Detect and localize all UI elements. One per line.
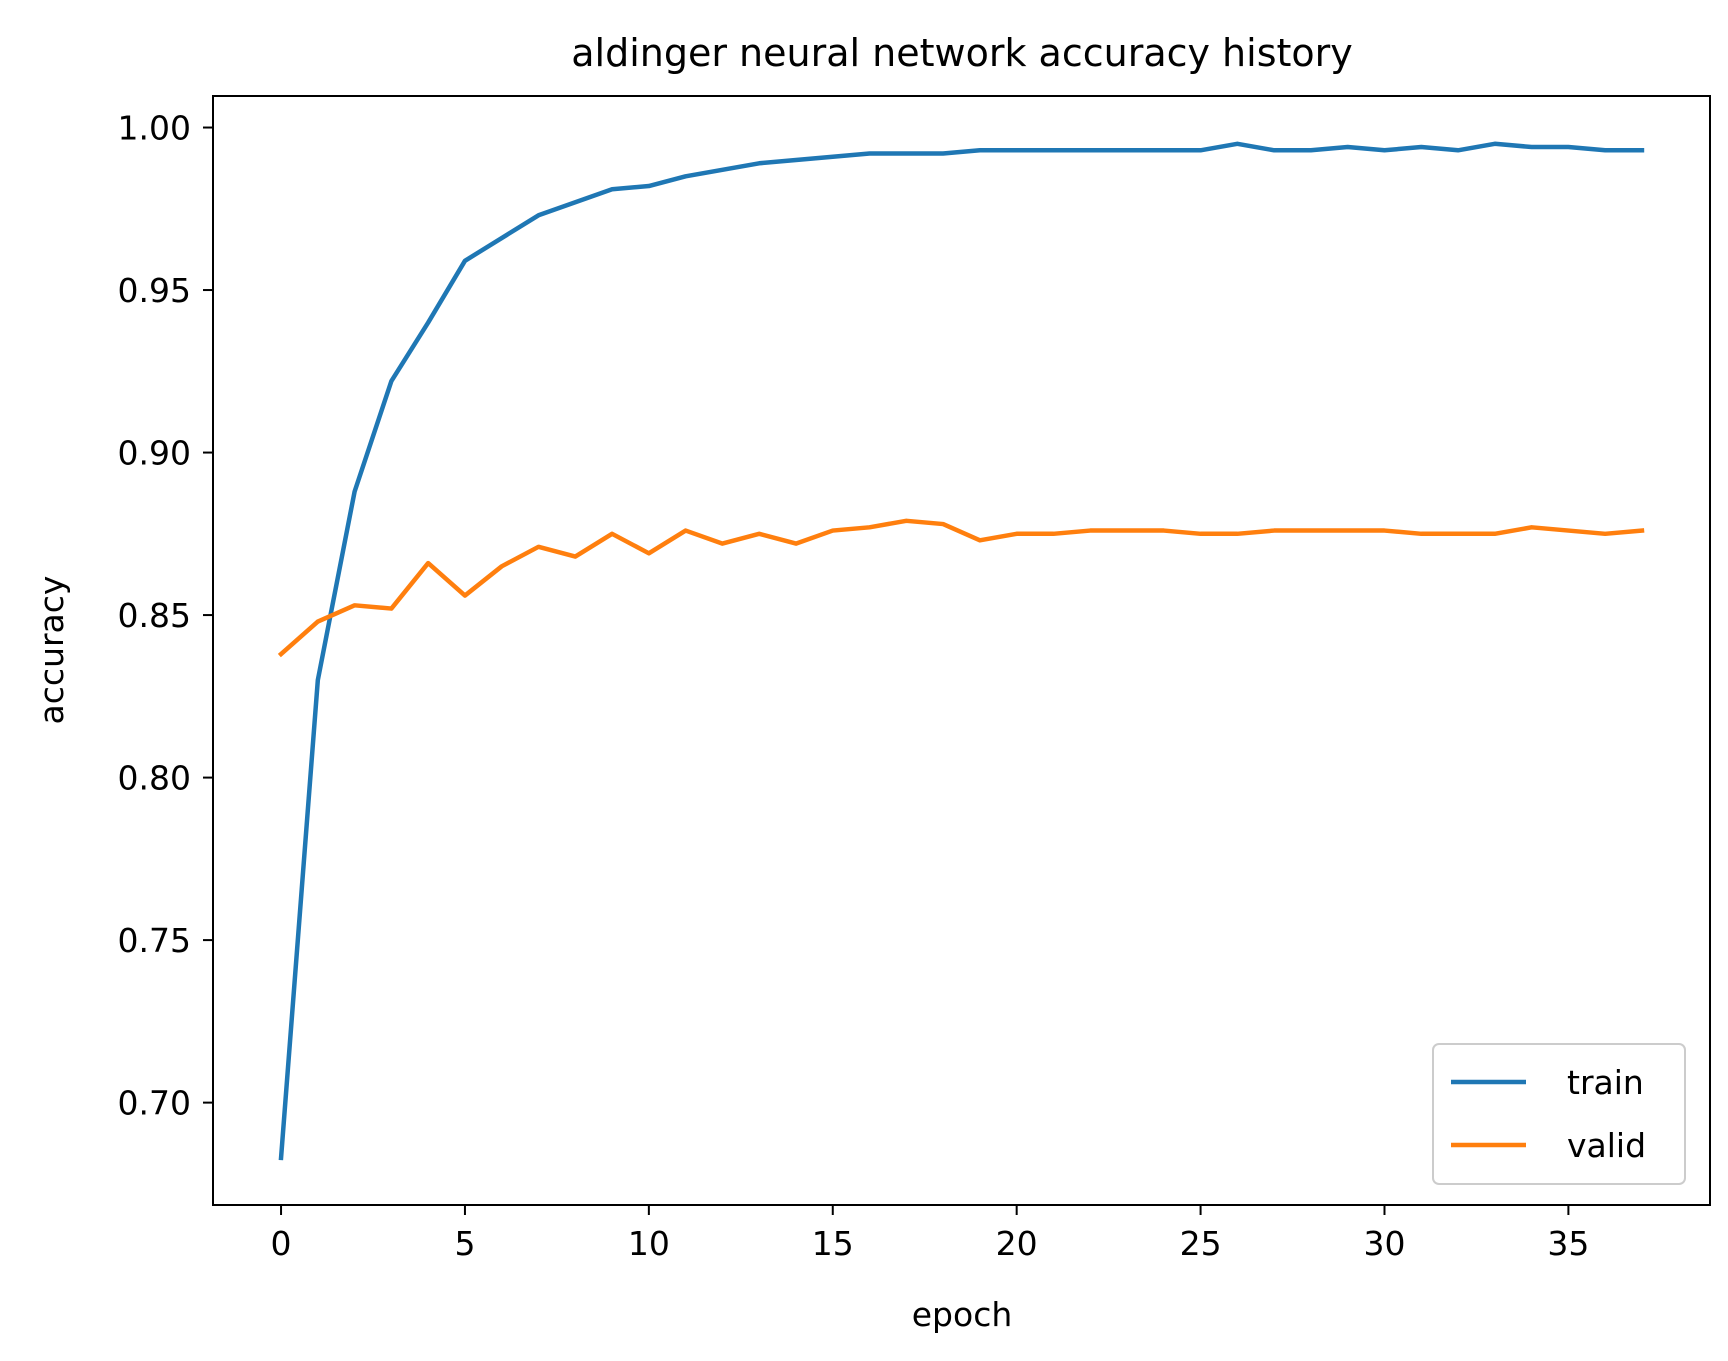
plot-area (277, 141, 1645, 1161)
y-axis-label: accuracy (32, 576, 71, 725)
y-tick-label: 0.80 (118, 759, 191, 798)
x-tick-label: 5 (454, 1224, 475, 1263)
y-tick-label: 0.95 (118, 271, 191, 310)
y-tick-label: 0.90 (118, 434, 191, 473)
x-axis: 0 5 10 15 20 25 30 35 (271, 1205, 1589, 1263)
series-line-train (278, 141, 1645, 1161)
x-tick-label: 0 (271, 1224, 292, 1263)
x-tick-label: 30 (1363, 1224, 1405, 1263)
legend: train valid (1432, 1043, 1686, 1185)
plot-frame (212, 95, 1711, 1206)
x-tick-label: 35 (1547, 1224, 1589, 1263)
y-tick-label: 0.75 (118, 921, 191, 960)
chart-title: aldinger neural network accuracy history (571, 31, 1353, 75)
y-axis: 0.70 0.75 0.80 0.85 0.90 0.95 1.00 (118, 109, 213, 1123)
x-tick-label: 15 (812, 1224, 854, 1263)
legend-label-valid: valid (1567, 1126, 1646, 1165)
x-tick-label: 25 (1180, 1224, 1222, 1263)
x-axis-label: epoch (912, 1295, 1013, 1334)
y-tick-label: 1.00 (118, 109, 191, 148)
legend-label-train: train (1567, 1063, 1644, 1102)
series-line-valid (277, 518, 1645, 658)
y-tick-label: 0.70 (118, 1084, 191, 1123)
x-tick-label: 20 (996, 1224, 1038, 1263)
x-tick-label: 10 (628, 1224, 670, 1263)
legend-box (1432, 1043, 1686, 1185)
y-tick-label: 0.85 (118, 596, 191, 635)
